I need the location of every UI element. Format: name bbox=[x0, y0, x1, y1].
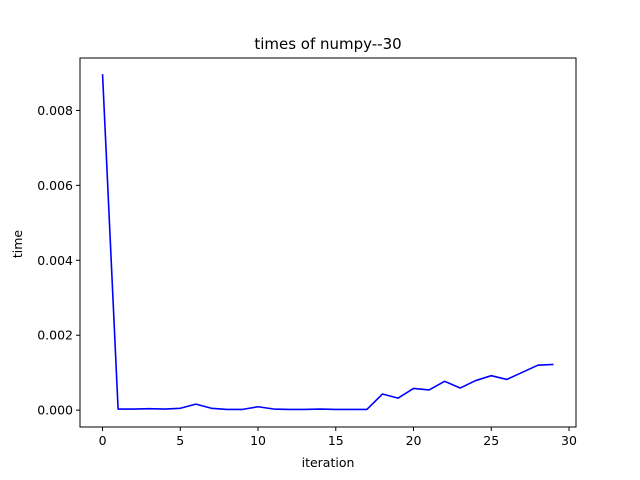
x-tick-label: 30 bbox=[561, 433, 577, 448]
x-axis: 0 5 10 15 20 25 30 bbox=[99, 427, 577, 448]
x-tick-label: 20 bbox=[406, 433, 422, 448]
y-tick-label: 0.004 bbox=[37, 253, 73, 268]
axes-frame bbox=[79, 57, 577, 428]
x-tick-label: 10 bbox=[250, 433, 266, 448]
chart-title: times of numpy--30 bbox=[254, 35, 401, 53]
y-tick-label: 0.002 bbox=[37, 328, 73, 343]
x-axis-label: iteration bbox=[302, 455, 355, 470]
y-tick-label: 0.006 bbox=[37, 178, 73, 193]
y-axis: 0.000 0.002 0.004 0.006 0.008 bbox=[37, 103, 80, 418]
y-tick-label: 0.000 bbox=[37, 403, 73, 418]
x-tick-label: 5 bbox=[176, 433, 184, 448]
series-layer bbox=[101, 74, 554, 411]
x-tick-label: 0 bbox=[99, 433, 107, 448]
x-tick-label: 25 bbox=[483, 433, 499, 448]
series-line bbox=[101, 74, 554, 411]
y-tick-label: 0.008 bbox=[37, 103, 73, 118]
x-tick-label: 15 bbox=[328, 433, 344, 448]
y-axis-label: time bbox=[10, 230, 25, 259]
